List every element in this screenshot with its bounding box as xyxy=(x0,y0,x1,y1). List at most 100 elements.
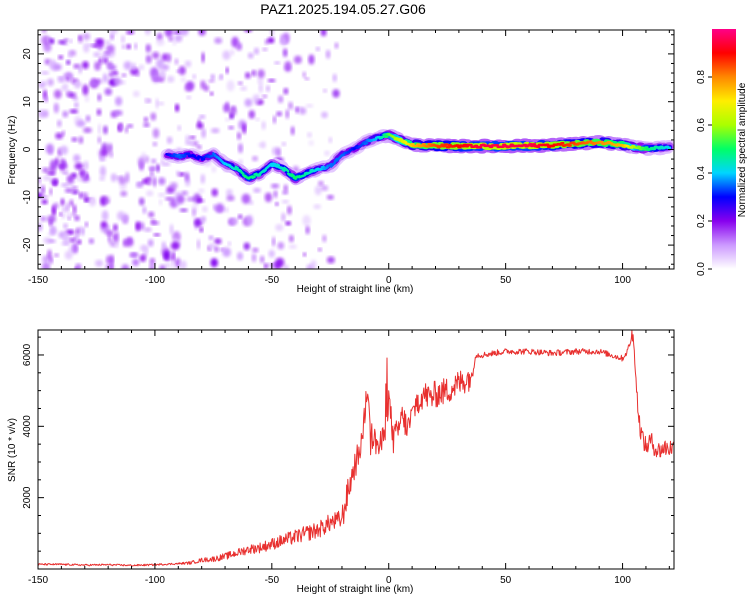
noise-blob xyxy=(69,109,79,114)
noise-blob xyxy=(174,257,181,268)
noise-blob xyxy=(143,122,150,128)
noise-blob xyxy=(272,115,277,124)
noise-blob xyxy=(273,190,278,199)
noise-blob xyxy=(107,143,113,153)
noise-blob xyxy=(42,167,50,173)
noise-blob xyxy=(78,136,84,144)
snr-series-group xyxy=(38,330,674,567)
noise-blob xyxy=(83,160,89,170)
spectrogram-y-label: Frequency (Hz) xyxy=(7,116,18,185)
y-tick-label: 4000 xyxy=(22,415,33,438)
snr-panel: -150 -100 -50 0 50 100 2000 4000 6000 Height of… xyxy=(7,329,675,595)
ridge-segment xyxy=(262,168,267,173)
noise-blob xyxy=(69,199,74,207)
noise-blob xyxy=(247,52,254,59)
y-tick-label: 0 xyxy=(22,146,33,152)
ridge-segment xyxy=(399,137,404,142)
noise-blob xyxy=(62,73,72,77)
noise-blob xyxy=(109,30,118,35)
x-tick-label: -100 xyxy=(145,575,165,586)
ridge-segment xyxy=(238,168,243,173)
noise-blob xyxy=(119,124,124,130)
noise-blob xyxy=(38,223,43,232)
noise-blob xyxy=(317,247,322,252)
noise-blob xyxy=(94,61,101,71)
noise-blob xyxy=(55,132,64,140)
noise-blob xyxy=(193,218,201,227)
noise-blob xyxy=(69,74,73,84)
noise-blob xyxy=(73,154,81,163)
noise-blob xyxy=(96,108,102,116)
ridge-segment xyxy=(273,164,279,168)
noise-blob xyxy=(166,136,173,144)
noise-blob xyxy=(100,157,106,161)
noise-blob xyxy=(305,104,314,108)
noise-blob xyxy=(196,122,204,129)
noise-blob xyxy=(62,231,69,243)
noise-blob xyxy=(324,150,330,156)
noise-blob xyxy=(211,165,217,173)
noise-blob xyxy=(99,176,105,181)
noise-blob xyxy=(50,224,56,235)
noise-blob xyxy=(138,64,145,71)
ridge-segment xyxy=(361,140,367,145)
noise-blob xyxy=(58,55,64,60)
noise-blob xyxy=(184,172,190,182)
noise-blob xyxy=(145,43,151,53)
noise-blob xyxy=(163,250,170,261)
noise-blob xyxy=(143,227,152,232)
noise-blob xyxy=(45,143,54,155)
noise-blob xyxy=(223,103,229,113)
noise-blob xyxy=(69,39,73,44)
x-tick-label: 0 xyxy=(386,275,392,286)
noise-blob xyxy=(38,177,41,185)
noise-blob xyxy=(226,189,233,197)
noise-blob xyxy=(80,227,85,236)
ridge-segment xyxy=(292,176,297,180)
noise-blob xyxy=(109,151,114,158)
noise-blob xyxy=(151,158,157,164)
noise-blob xyxy=(200,174,206,184)
noise-blob xyxy=(275,224,284,232)
noise-blob xyxy=(74,162,84,170)
noise-blob xyxy=(282,48,288,58)
noise-blob xyxy=(73,80,82,89)
x-tick-label: 100 xyxy=(614,275,631,286)
noise-blob xyxy=(211,188,218,197)
noise-blob xyxy=(78,35,82,40)
noise-blob xyxy=(47,78,54,87)
noise-blob xyxy=(83,42,90,53)
noise-blob xyxy=(143,116,149,123)
ridge-segment xyxy=(363,141,369,146)
noise-blob xyxy=(159,199,163,206)
noise-blob xyxy=(174,58,179,65)
noise-blob xyxy=(178,66,186,75)
noise-blob xyxy=(283,264,289,269)
noise-blob xyxy=(170,241,180,250)
noise-blob xyxy=(175,103,180,112)
noise-blob xyxy=(110,173,117,182)
noise-blob xyxy=(224,207,229,213)
noise-blob xyxy=(61,241,70,246)
noise-blob xyxy=(222,50,231,60)
noise-blob xyxy=(131,63,136,71)
noise-blob xyxy=(99,165,107,177)
noise-blob xyxy=(156,164,160,173)
noise-blob xyxy=(149,165,157,171)
noise-blob xyxy=(141,179,147,184)
ridge-segment xyxy=(301,173,307,178)
y-tick-label: 10 xyxy=(22,96,33,108)
noise-blob xyxy=(261,121,266,130)
noise-blob xyxy=(322,234,327,243)
noise-blob xyxy=(156,32,163,42)
noise-blob xyxy=(236,131,242,140)
noise-blob xyxy=(61,211,65,219)
noise-blob xyxy=(283,87,289,95)
noise-blob xyxy=(148,179,155,186)
noise-blob xyxy=(226,195,235,202)
noise-blob xyxy=(268,263,278,267)
noise-blob xyxy=(104,40,111,45)
noise-blob xyxy=(244,98,253,107)
noise-blob xyxy=(241,193,251,204)
noise-blob xyxy=(288,244,297,249)
